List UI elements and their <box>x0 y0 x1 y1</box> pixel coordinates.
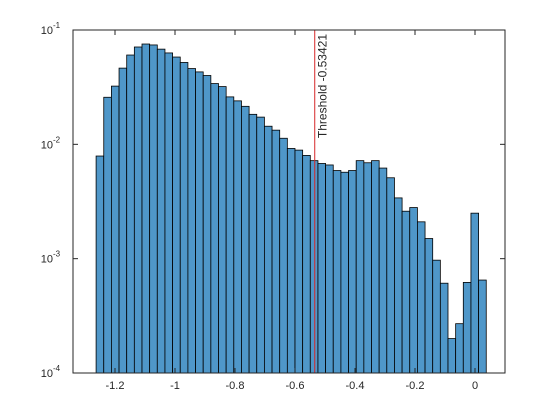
bar <box>95 155 105 374</box>
bar <box>202 75 212 374</box>
x-tick-label: -0.2 <box>406 380 425 392</box>
bar <box>195 71 204 374</box>
bar <box>371 160 380 374</box>
bar <box>118 67 128 374</box>
y-tick-exponent: -3 <box>53 250 61 259</box>
x-tick-label: -0.6 <box>286 380 305 392</box>
bar <box>248 113 258 374</box>
bar <box>363 162 372 374</box>
bar <box>409 207 418 374</box>
bar <box>462 282 472 374</box>
bar <box>187 68 196 374</box>
bar <box>279 137 288 374</box>
bar <box>149 44 158 374</box>
bar <box>309 160 319 374</box>
y-tick-exponent: -2 <box>53 135 61 144</box>
bar <box>111 85 120 374</box>
bar <box>432 259 441 374</box>
bar <box>325 164 334 374</box>
y-tick-label: 10 <box>41 25 53 37</box>
bar <box>355 160 365 374</box>
x-tick-label: -0.8 <box>226 380 245 392</box>
bar <box>455 323 464 374</box>
bar <box>126 54 135 374</box>
bar <box>302 155 311 374</box>
bar <box>156 48 166 374</box>
bar <box>256 116 265 374</box>
bar <box>103 96 112 374</box>
bar <box>263 125 273 374</box>
bar <box>271 129 281 374</box>
bar <box>294 149 304 374</box>
bar <box>210 83 219 374</box>
bar <box>141 43 151 374</box>
threshold-label: Threshold -0.53421 <box>316 34 330 138</box>
x-tick-label: -0.4 <box>346 380 365 392</box>
bar <box>332 170 342 374</box>
bar <box>233 100 242 374</box>
y-tick-exponent: -1 <box>53 21 61 30</box>
bar <box>401 210 411 374</box>
bar <box>447 338 457 374</box>
y-tick-label: 10 <box>41 139 53 151</box>
bar <box>348 170 357 374</box>
bar <box>394 197 403 374</box>
y-tick-exponent: -4 <box>53 364 61 373</box>
bar <box>286 148 296 374</box>
y-tick-label: 10 <box>41 254 53 266</box>
bar <box>386 177 395 374</box>
bar <box>241 105 250 374</box>
bar <box>218 86 227 374</box>
bar <box>378 167 388 374</box>
bar <box>470 212 480 374</box>
bar <box>172 56 181 374</box>
bar <box>416 221 426 374</box>
x-tick-label: -1 <box>170 380 180 392</box>
y-tick-label: 10 <box>41 368 53 380</box>
bar <box>225 96 235 374</box>
x-tick-label: 0 <box>472 380 478 392</box>
bar <box>340 171 349 374</box>
bar <box>439 282 449 374</box>
bar <box>317 163 327 374</box>
bar <box>164 52 173 374</box>
axes-box <box>72 29 506 374</box>
bar <box>179 62 189 374</box>
x-tick-label: -1.2 <box>106 380 125 392</box>
bar <box>133 46 143 374</box>
bar <box>424 238 434 374</box>
bar <box>478 279 487 374</box>
